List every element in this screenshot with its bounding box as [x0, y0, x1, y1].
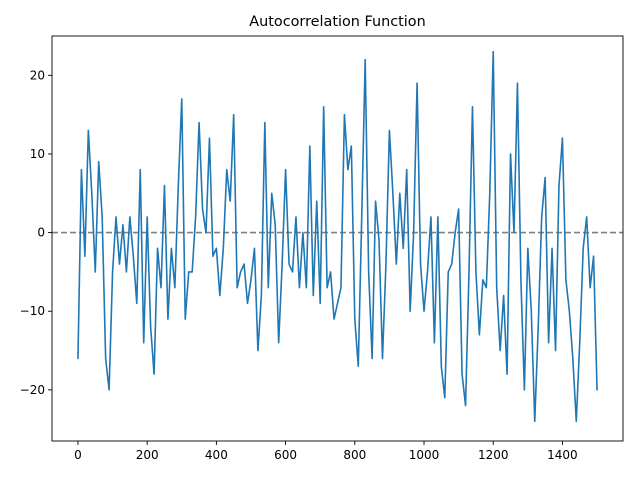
y-tick-label--10: −10 [20, 304, 45, 318]
x-tick-label-0: 0 [74, 448, 82, 462]
y-tick-label-20: 20 [30, 68, 45, 82]
x-tick-label-800: 800 [343, 448, 366, 462]
x-tick-label-1000: 1000 [409, 448, 440, 462]
plot-area: 0 200 400 600 800 1000 1200 1400 −20 −10 0 10 20 [20, 35, 624, 462]
x-tick-label-1400: 1400 [547, 448, 578, 462]
chart-title: Autocorrelation Function [249, 14, 425, 30]
x-tick-label-200: 200 [136, 448, 159, 462]
series-line-0 [77, 50, 598, 423]
axes-frame [51, 35, 624, 442]
x-tick-label-400: 400 [205, 448, 228, 462]
x-tick-label-1200: 1200 [478, 448, 509, 462]
y-tick-label--20: −20 [20, 383, 45, 397]
x-tick-label-600: 600 [274, 448, 297, 462]
y-tick-label-0: 0 [37, 226, 45, 240]
y-tick-label-10: 10 [30, 147, 45, 161]
